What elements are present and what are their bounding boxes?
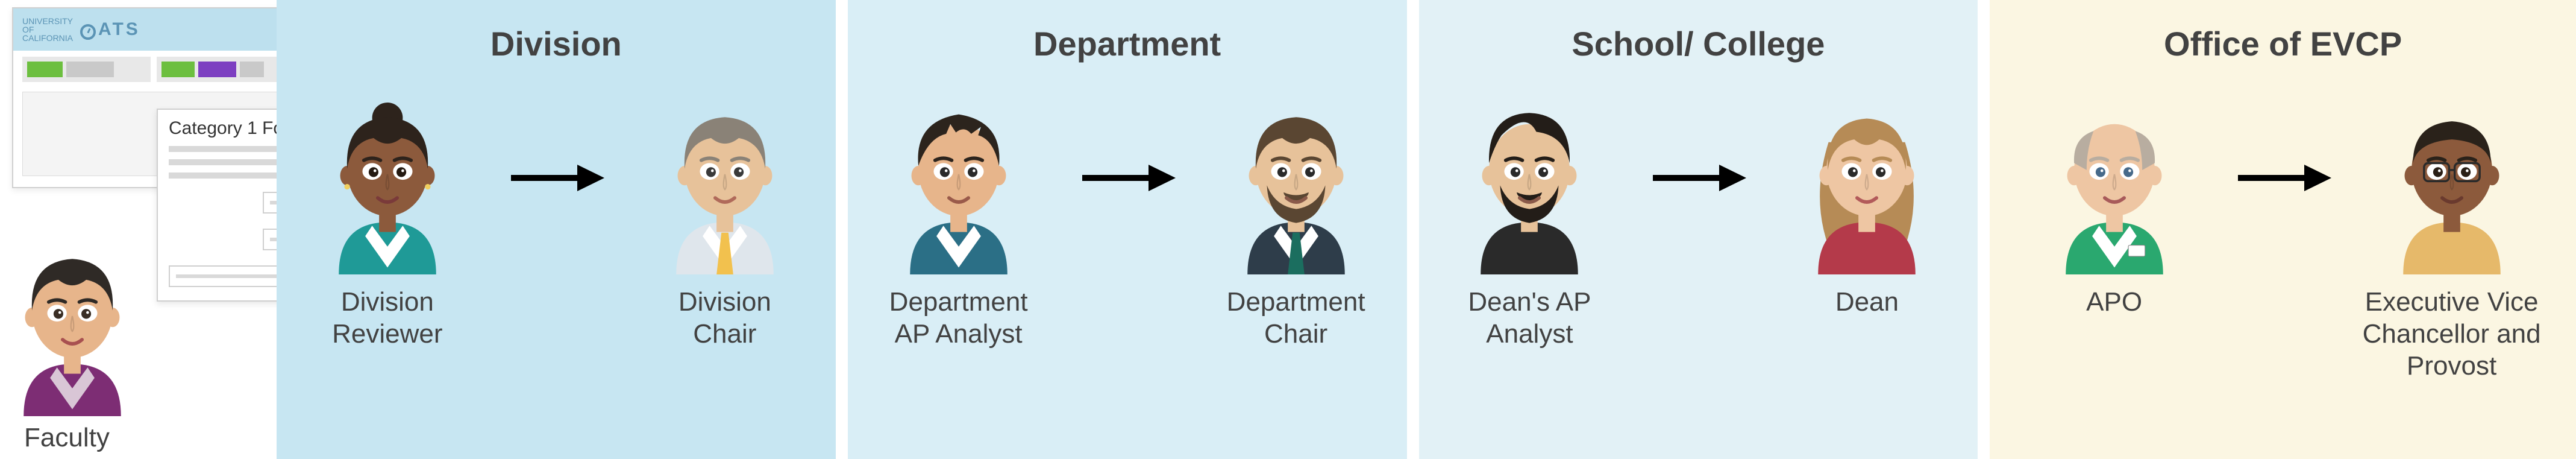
oats-org-line: UNIVERSITY xyxy=(22,17,73,25)
person-card: Dean xyxy=(1758,93,1975,318)
oats-progress-bar xyxy=(157,57,285,82)
clock-icon xyxy=(80,24,96,40)
person-label: Division Chair xyxy=(678,286,771,350)
person-label: Department AP Analyst xyxy=(889,286,1028,350)
oats-progress-bars xyxy=(13,51,294,82)
progress-segment xyxy=(161,62,195,77)
oats-logo: ATS xyxy=(80,19,140,40)
person-card: Department AP Analyst xyxy=(850,93,1067,350)
people-row: Department AP Analyst Department Chair xyxy=(848,93,1407,350)
person-card: Executive Vice Chancellor and Provost xyxy=(2343,93,2560,382)
arrow-icon xyxy=(1650,160,1746,196)
progress-segment xyxy=(198,62,236,77)
person-label: APO xyxy=(2086,286,2142,318)
faculty-label: Faculty xyxy=(24,423,110,453)
oats-progress-bar xyxy=(22,57,151,82)
arrow-icon xyxy=(1079,160,1176,196)
oats-org-line: OF xyxy=(22,25,73,34)
person-avatar xyxy=(1218,93,1374,274)
person-avatar xyxy=(2374,93,2530,274)
faculty-column: UNIVERSITYOFCALIFORNIAATSCategory 1 Form… xyxy=(0,0,265,459)
oats-org-text: UNIVERSITYOFCALIFORNIA xyxy=(22,17,73,42)
person-label: Division Reviewer xyxy=(332,286,442,350)
person-avatar xyxy=(647,93,803,274)
people-row: Dean's AP Analyst Dean xyxy=(1419,93,1978,350)
progress-segment xyxy=(66,62,114,77)
oats-logo-text: ATS xyxy=(98,19,140,39)
person-label: Department Chair xyxy=(1227,286,1365,350)
stage-title: Department xyxy=(848,24,1407,63)
faculty-avatar xyxy=(0,235,145,419)
oats-org-line: CALIFORNIA xyxy=(22,34,73,42)
person-label: Dean's AP Analyst xyxy=(1468,286,1591,350)
person-avatar xyxy=(2036,93,2193,274)
person-avatar xyxy=(1451,93,1608,274)
person-avatar xyxy=(880,93,1037,274)
arrow-icon xyxy=(2235,160,2331,196)
progress-segment xyxy=(240,62,263,77)
person-card: APO xyxy=(2006,93,2223,318)
person-avatar xyxy=(1788,93,1945,274)
person-card: Department Chair xyxy=(1188,93,1405,350)
stage-division: Division Division Reviewer Division Chair xyxy=(277,0,836,459)
person-card: Dean's AP Analyst xyxy=(1421,93,1638,350)
stage-department: DepartmentDepartment AP AnalystDepartmen… xyxy=(848,0,1407,459)
stage-title: Office of EVCP xyxy=(1990,24,2576,63)
progress-segment xyxy=(27,62,63,77)
person-avatar xyxy=(309,93,466,274)
people-row: Division Reviewer Division Chair xyxy=(277,93,836,350)
person-card: Division Reviewer xyxy=(279,93,496,350)
person-label: Executive Vice Chancellor and Provost xyxy=(2363,286,2541,382)
arrow-icon xyxy=(508,160,604,196)
person-card: Division Chair xyxy=(616,93,833,350)
people-row: APO Executive Vice Chancellor and Provost xyxy=(1990,93,2576,382)
person-label: Dean xyxy=(1835,286,1899,318)
stage-evcp: Office of EVCP APO Executive Vice Chancell… xyxy=(1990,0,2576,459)
oats-header: UNIVERSITYOFCALIFORNIA ATS xyxy=(13,8,294,51)
stage-title: Division xyxy=(277,24,836,63)
stage-school: School/ College Dean's AP Analyst Dean xyxy=(1419,0,1978,459)
stage-title: School/ College xyxy=(1419,24,1978,63)
